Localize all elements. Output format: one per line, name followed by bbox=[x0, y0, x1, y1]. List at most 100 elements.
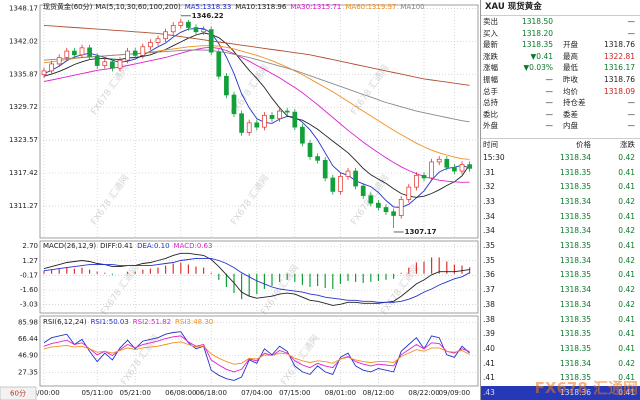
y-tick-label: 1317.42 bbox=[9, 169, 38, 177]
candle-body bbox=[239, 113, 244, 133]
candle-body bbox=[406, 186, 412, 200]
y-tick-label: 2.70 bbox=[22, 242, 38, 250]
candle-body bbox=[155, 38, 161, 43]
quote-label: 卖出 bbox=[483, 17, 498, 26]
y-tick-label: 1335.87 bbox=[9, 70, 38, 78]
trade-row: .38 1318.34 0.42 bbox=[481, 298, 640, 313]
candle-body bbox=[125, 50, 130, 61]
trade-cell: .33 bbox=[483, 197, 495, 206]
candle-body bbox=[148, 42, 153, 48]
trade-cell: .41 bbox=[483, 373, 495, 383]
quote-row: 外盘 — 内盘 — bbox=[481, 120, 640, 132]
candle-body bbox=[383, 207, 389, 213]
trade-cell: 0.42 bbox=[618, 358, 635, 368]
x-tick-label: 08/12:00 bbox=[363, 389, 394, 397]
trade-cell: 0.41 bbox=[618, 211, 635, 221]
quote-value: — bbox=[627, 121, 636, 131]
panel-title: RSI(6,12,24) bbox=[43, 318, 87, 326]
candle-body bbox=[163, 31, 168, 40]
quote-value: 1322.81 bbox=[603, 51, 635, 61]
candle-body bbox=[262, 114, 267, 128]
y-tick-label: -1.60 bbox=[20, 286, 38, 294]
x-tick-label: 09/09:00 bbox=[439, 389, 470, 397]
panel-legend: RSI(6,12,24) RSI1:50.03 RSI2:51.82 RSI3:48.… bbox=[43, 318, 213, 326]
trade-cell: .38 bbox=[483, 314, 495, 324]
trade-cell: 0.42 bbox=[618, 197, 635, 206]
candle-body bbox=[414, 174, 419, 188]
x-tick-label: 08/01:00 bbox=[325, 389, 356, 397]
quote-label bbox=[557, 28, 591, 40]
trade-cell: .36 bbox=[483, 270, 495, 280]
panel-legend: 现货黄金(60分) MA(5,10,30,60,100,200) MA5:1318.… bbox=[43, 2, 425, 11]
legend-name: MA10: bbox=[235, 3, 257, 11]
quote-label: 总手 bbox=[483, 86, 498, 96]
x-tick-label: 05/21:00 bbox=[119, 389, 150, 397]
candle-body bbox=[94, 56, 100, 66]
trade-cell: .35 bbox=[483, 241, 495, 251]
quote-value: — bbox=[545, 109, 554, 119]
trade-cell: 1318.35 bbox=[559, 343, 591, 353]
candle-body bbox=[41, 70, 47, 75]
indicator-line bbox=[43, 49, 470, 123]
candle-body bbox=[254, 122, 260, 128]
y-tick-label: 1311.27 bbox=[9, 202, 38, 210]
y-tick-label: 66.44 bbox=[18, 335, 39, 343]
candle-body bbox=[429, 161, 434, 179]
x-tick-label: 08/22:00 bbox=[408, 389, 439, 397]
trade-cell: 1318.35 bbox=[559, 241, 591, 251]
watermark: FX678 汇通网 bbox=[89, 173, 132, 227]
trade-cell: 0.41 bbox=[618, 373, 635, 383]
candle-body bbox=[436, 158, 442, 163]
candle-body bbox=[64, 50, 70, 58]
panel-frame bbox=[39, 4, 479, 239]
quote-label: 最高 bbox=[563, 51, 578, 61]
candle-body bbox=[231, 94, 237, 115]
quote-code: XAU bbox=[485, 2, 505, 12]
trade-header-cell: 价格 bbox=[576, 139, 591, 149]
quote-row: 振幅 — 昨收 1318.76 bbox=[481, 74, 640, 86]
trade-row: .41 1318.34 0.42 bbox=[481, 357, 640, 372]
quote-label: 均价 bbox=[563, 86, 578, 96]
trade-row: .43 1318.36 0.41 bbox=[481, 385, 640, 400]
quote-value: — bbox=[545, 74, 554, 84]
y-tick-label: 1.27 bbox=[22, 257, 38, 265]
trade-cell: 1318.35 bbox=[559, 211, 591, 221]
panel-frame bbox=[39, 240, 479, 314]
legend-value: 51.82 bbox=[151, 318, 171, 326]
candle-body bbox=[132, 50, 138, 56]
legend-name: RSI2: bbox=[133, 318, 151, 326]
quote-value: 1318.35 bbox=[521, 40, 553, 50]
quote-row: 涨跌 ▼0.41 最高 1322.81 bbox=[481, 51, 640, 63]
legend-name: RSI1: bbox=[91, 318, 109, 326]
trade-cell: 1318.34 bbox=[559, 152, 591, 162]
legend-value: 1318.96 bbox=[257, 3, 286, 11]
quote-row: 委比 — 委差 — bbox=[481, 109, 640, 121]
legend-name: MA100 bbox=[400, 3, 424, 11]
trade-row: .32 1318.35 0.41 bbox=[481, 180, 640, 195]
trade-cell: 0.41 bbox=[618, 241, 635, 251]
trade-cell: 0.42 bbox=[618, 285, 635, 295]
x-tick-label: 06/08:00 bbox=[165, 389, 196, 397]
quote-label: 开盘 bbox=[563, 40, 578, 50]
legend-name: MA60: bbox=[345, 3, 367, 11]
quote-value: — bbox=[627, 109, 636, 119]
quote-name: 现货黄金 bbox=[507, 2, 542, 12]
candle-body bbox=[398, 199, 404, 216]
quote-label: 涨跌 bbox=[483, 51, 498, 61]
trade-cell: 0.41 bbox=[618, 329, 635, 339]
trade-row: .37 1318.34 0.42 bbox=[481, 283, 640, 298]
trade-cell: 1318.34 bbox=[559, 299, 591, 309]
quote-label: 持仓差 bbox=[563, 98, 586, 108]
legend-value: 0.63 bbox=[197, 242, 213, 250]
trade-row: .39 1318.35 0.41 bbox=[481, 327, 640, 342]
legend-value: 48.30 bbox=[193, 318, 213, 326]
trade-cell: 0.41 bbox=[618, 182, 635, 192]
panel-legend: MACD(26,12,9) DIFF:0.41 DEA:0.10 MACD:0.63 bbox=[43, 242, 212, 250]
quote-row: 涨幅 ▼0.03% 最低 1316.17 bbox=[481, 62, 640, 74]
quote-label: 最低 bbox=[563, 63, 578, 73]
trade-cell: 1318.35 bbox=[559, 270, 591, 280]
candle-body bbox=[246, 122, 252, 133]
extreme-label: 1307.17 bbox=[405, 228, 437, 236]
candle-body bbox=[216, 51, 222, 77]
trade-cell: 0.41 bbox=[618, 314, 635, 324]
